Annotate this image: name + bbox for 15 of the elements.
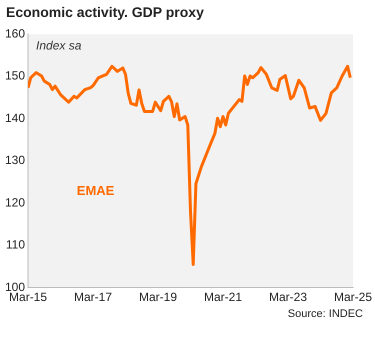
- y-tick-label: 130: [4, 153, 26, 168]
- x-tick-label: Mar-25: [334, 290, 372, 304]
- y-tick-label: 110: [6, 238, 26, 252]
- y-tick-label: 120: [4, 195, 26, 210]
- annotation: Index sa: [36, 38, 82, 53]
- x-tick-label: Mar-17: [74, 290, 112, 304]
- x-tick-label: Mar-23: [268, 290, 308, 304]
- text: EMAE: [76, 182, 115, 198]
- y-tick-label: 160: [4, 26, 26, 41]
- chart-title: Economic activity. GDP proxy: [5, 3, 205, 22]
- x-tick-label: Mar-21: [204, 290, 242, 304]
- x-tick-label: Mar-19: [139, 290, 178, 304]
- y-tick-label: 140: [4, 110, 26, 125]
- y-tick-label: 150: [4, 68, 26, 83]
- source-note: Source: INDEC: [286, 308, 364, 320]
